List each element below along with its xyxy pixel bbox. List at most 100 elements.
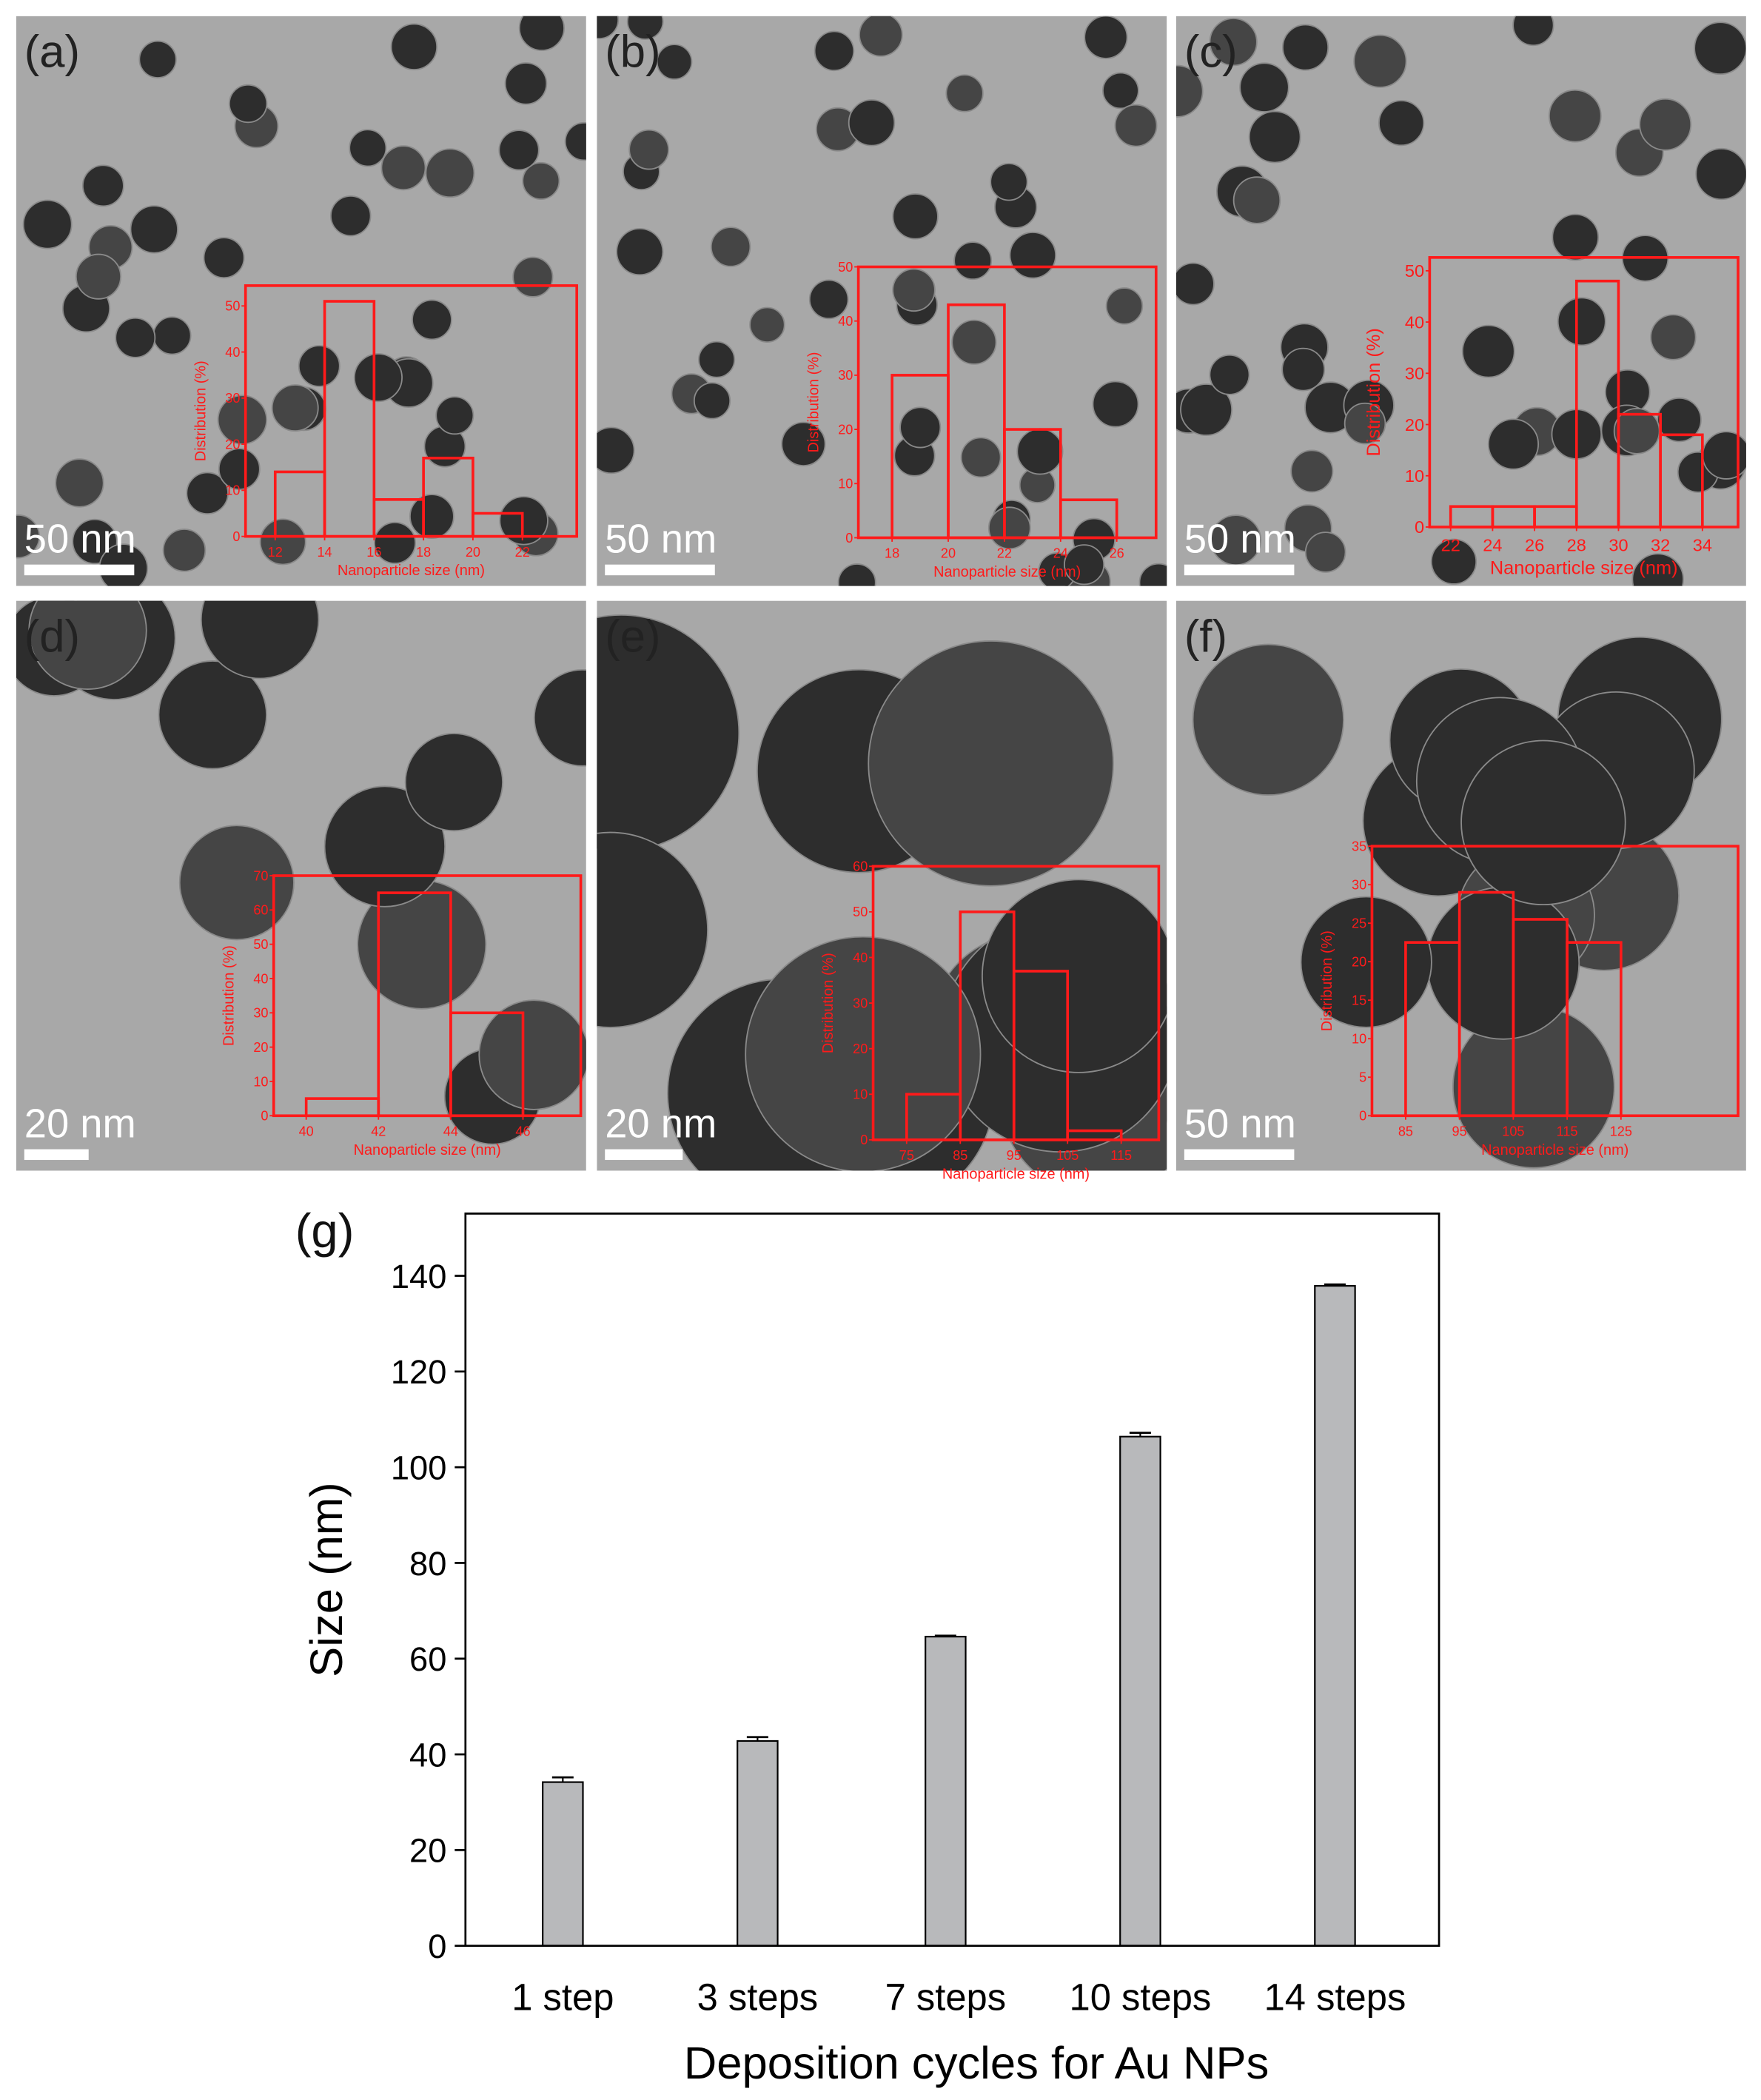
x-tick-label: 18: [416, 545, 431, 560]
particle: [892, 268, 936, 312]
plot-frame: [464, 1212, 1440, 1948]
x-tick-label: 24: [1483, 536, 1502, 555]
y-tick-label: 25: [1352, 916, 1366, 931]
particle: [693, 382, 731, 420]
error-bar: [746, 1736, 768, 1741]
x-axis-title: Nanoparticle size (nm): [338, 563, 485, 579]
y-tick-label: 50: [1405, 261, 1424, 281]
y-tick-label: 30: [1352, 877, 1366, 892]
y-tick-label: 0: [860, 1133, 868, 1147]
inset-frame: [272, 874, 583, 1118]
particle: [899, 406, 942, 449]
particle: [435, 396, 474, 435]
particle: [353, 353, 403, 403]
particle: [710, 227, 751, 267]
x-axis-title: Nanoparticle size (nm): [1490, 557, 1678, 578]
particle: [597, 426, 635, 474]
particle: [1300, 896, 1432, 1028]
particle: [130, 205, 178, 254]
particle: [814, 30, 855, 72]
particle: [1092, 380, 1139, 428]
particle: [138, 40, 177, 78]
x-tick-label: 12: [268, 545, 283, 560]
y-tick-label: 0: [261, 1109, 268, 1124]
x-tick-label: 20: [466, 545, 480, 560]
particle: [616, 227, 664, 276]
particle: [1175, 262, 1215, 306]
particle: [298, 345, 341, 387]
y-tick-label: 40: [409, 1736, 446, 1774]
error-bar: [1324, 1283, 1346, 1286]
x-axis-title: Nanoparticle size (nm): [354, 1142, 501, 1158]
bar: [1314, 1285, 1356, 1947]
particle: [656, 44, 693, 80]
particle: [1064, 544, 1105, 586]
particle: [186, 472, 229, 515]
x-tick-label: 26: [1525, 536, 1544, 555]
x-tick-label: 125: [1610, 1124, 1632, 1138]
y-tick-label: 50: [853, 905, 868, 919]
particle: [960, 437, 1002, 478]
scale-bar-label: 20 nm: [24, 1101, 136, 1146]
error-bar: [1129, 1432, 1151, 1437]
x-axis-title: Deposition cycles for Au NPs: [684, 2038, 1269, 2089]
particle: [745, 936, 982, 1171]
particle: [1209, 18, 1258, 67]
y-tick-label: 30: [838, 368, 853, 383]
scale-bar-label: 50 nm: [1184, 516, 1296, 561]
particle: [271, 384, 319, 432]
scale-bar: [605, 564, 715, 576]
particle: [259, 518, 306, 566]
panel-label: (b): [605, 27, 660, 78]
particle: [1430, 538, 1477, 585]
particle: [1695, 147, 1746, 201]
y-tick-label: 60: [253, 903, 268, 918]
x-tick-label: 22: [997, 546, 1012, 561]
particle: [597, 16, 620, 40]
error-bar: [934, 1634, 956, 1637]
y-tick-label: 50: [225, 299, 240, 314]
x-tick-label: 75: [899, 1148, 914, 1163]
particle: [55, 458, 104, 508]
x-tick-label: 95: [1452, 1124, 1467, 1138]
scale-bar: [1184, 564, 1295, 576]
particle: [1650, 314, 1697, 360]
x-tick-label: 85: [953, 1148, 967, 1163]
y-tick-label: 30: [1405, 364, 1424, 383]
particle: [982, 879, 1167, 1073]
tem-panel: [597, 600, 1167, 1171]
scale-bar-label: 50 nm: [24, 516, 136, 561]
particle: [990, 163, 1028, 201]
scale-bar: [605, 1149, 683, 1161]
particle: [1114, 104, 1158, 147]
particle: [499, 496, 549, 546]
particle: [1557, 297, 1606, 346]
particle: [892, 193, 939, 240]
particle: [1304, 531, 1346, 573]
y-tick-label: 40: [225, 345, 240, 360]
x-tick-label: 44: [443, 1124, 458, 1138]
particle: [1016, 428, 1064, 475]
particle: [1344, 402, 1386, 445]
x-tick-label: 105: [1056, 1148, 1079, 1163]
particle: [1105, 287, 1144, 325]
particle: [228, 84, 268, 124]
particle: [781, 421, 826, 467]
particle: [16, 514, 40, 559]
particle: [158, 660, 267, 770]
panel-label: (e): [605, 611, 660, 662]
inset-frame: [1370, 845, 1740, 1118]
tem-panel: [1175, 600, 1746, 1171]
particle: [1009, 232, 1057, 279]
y-tick-label: 120: [391, 1353, 447, 1391]
inset-frame: [1428, 256, 1740, 529]
x-tick-label: 32: [1651, 536, 1670, 555]
particle: [504, 62, 548, 105]
y-tick-label: 80: [409, 1545, 446, 1583]
x-tick-label: 105: [1502, 1124, 1524, 1138]
particle: [837, 563, 876, 586]
y-tick-label: 0: [428, 1928, 446, 1965]
y-axis-title: Distribution (%): [805, 352, 822, 452]
x-tick-label: 85: [1398, 1124, 1413, 1138]
